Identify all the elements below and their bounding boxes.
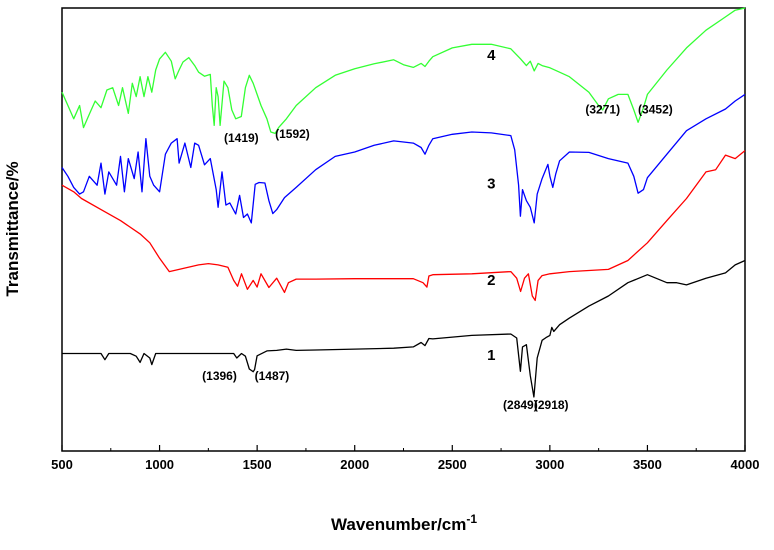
x-tick-label: 4000: [731, 457, 760, 472]
series-line-3: [61, 93, 746, 224]
x-axis-title-text: Wavenumber/cm: [331, 515, 466, 534]
x-tick-label: 3000: [535, 457, 564, 472]
y-axis-title: Transmittance/%: [3, 161, 22, 296]
series-line-2: [61, 150, 746, 302]
peak-annotation: (3271): [585, 102, 620, 116]
series-line-4: [61, 7, 746, 135]
peak-annotation: (1487): [255, 369, 290, 383]
peak-annotation: (2918): [534, 398, 569, 412]
peak-annotations: (1396) (1487) (2849)(2918) (1419) (1592) (327…: [202, 102, 673, 411]
peak-annotation: (2849): [503, 398, 538, 412]
series-line-1: [62, 259, 746, 398]
series-layer: [61, 7, 746, 398]
series-label-4: 4: [487, 47, 496, 64]
x-axis-title: Wavenumber/cm-1: [331, 512, 477, 534]
series-labels: 1 2 3 4: [487, 47, 496, 364]
series-label-1: 1: [487, 347, 495, 364]
peak-annotation: (1419): [224, 131, 259, 145]
x-tick-label: 1500: [243, 457, 272, 472]
x-tick-label: 2500: [438, 457, 467, 472]
x-tick-label: 500: [51, 457, 73, 472]
x-tick-label: 2000: [340, 457, 369, 472]
x-tick-label: 1000: [145, 457, 174, 472]
series-label-3: 3: [487, 175, 495, 192]
series-label-2: 2: [487, 272, 495, 289]
plot-frame: [61, 7, 746, 452]
x-axis-ticks: 500 1000 1500 2000 2500 3000 3500 4000: [51, 445, 759, 472]
x-tick-label: 3500: [633, 457, 662, 472]
peak-annotation: (3452): [638, 102, 673, 116]
peak-annotation: (1396): [202, 369, 237, 383]
peak-annotation: (1592): [275, 127, 310, 141]
x-axis-title-superscript: -1: [466, 512, 477, 526]
